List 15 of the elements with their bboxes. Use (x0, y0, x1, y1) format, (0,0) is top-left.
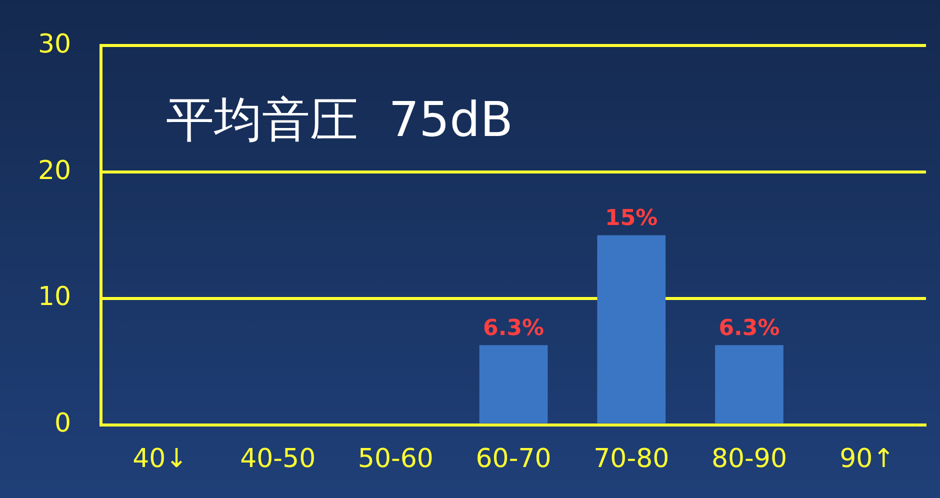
data-label: 6.3% (483, 316, 544, 341)
y-tick-label: 30 (38, 29, 72, 60)
x-tick-label: 60-70 (476, 444, 552, 474)
x-tick-label: 40↓ (132, 444, 188, 474)
data-label: 15% (605, 206, 658, 231)
y-tick-label: 0 (54, 408, 72, 439)
data-label: 6.3% (718, 316, 780, 341)
x-tick-label: 40-50 (240, 444, 316, 474)
x-tick-label: 50-60 (358, 444, 434, 474)
x-tick-label: 70-80 (594, 444, 670, 474)
x-tick-label: 80-90 (711, 444, 788, 474)
annotation: 平均音圧 75dB (166, 92, 514, 148)
y-tick-label: 20 (38, 156, 72, 186)
x-tick-label: 90↑ (840, 444, 895, 474)
y-tick-label: 10 (38, 282, 72, 312)
